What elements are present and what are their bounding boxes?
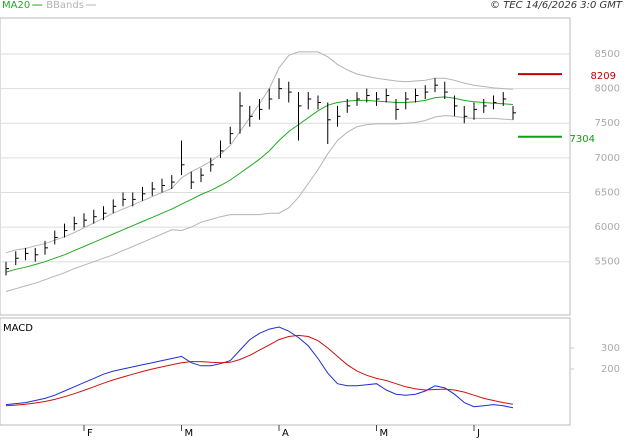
price-panel (0, 17, 571, 316)
legend-label: BBands (46, 0, 84, 11)
y-tick-label: 7500 (595, 118, 620, 129)
ma-line (5, 96, 514, 273)
legend-label: MA20 (2, 0, 30, 11)
y-tick-label: 7000 (595, 153, 620, 164)
x-tick-label: M (380, 428, 389, 439)
bband-lower (5, 115, 514, 292)
y-tick-label: 300 (601, 343, 620, 354)
y-tick-label: 200 (601, 364, 620, 375)
macd-panel (0, 317, 571, 426)
y-tick-label: 5500 (595, 257, 620, 268)
y-tick-label: 6500 (595, 187, 620, 198)
x-tick-label: A (282, 428, 289, 439)
x-tick-label: M (185, 428, 194, 439)
macd-line (5, 326, 514, 409)
y-tick-label: 8000 (595, 84, 620, 95)
y-tick-label: 8500 (595, 49, 620, 60)
x-tick-label: F (87, 428, 93, 439)
level-label: 7304 (570, 134, 595, 145)
x-tick-label: J (476, 428, 480, 439)
y-tick-label: 6000 (595, 222, 620, 233)
macd-line (5, 334, 514, 407)
copyright: © TEC 14/6/2026 3:0 GMT (490, 0, 623, 11)
level-label: 8209 (591, 71, 616, 82)
macd-title: MACD (3, 323, 33, 334)
